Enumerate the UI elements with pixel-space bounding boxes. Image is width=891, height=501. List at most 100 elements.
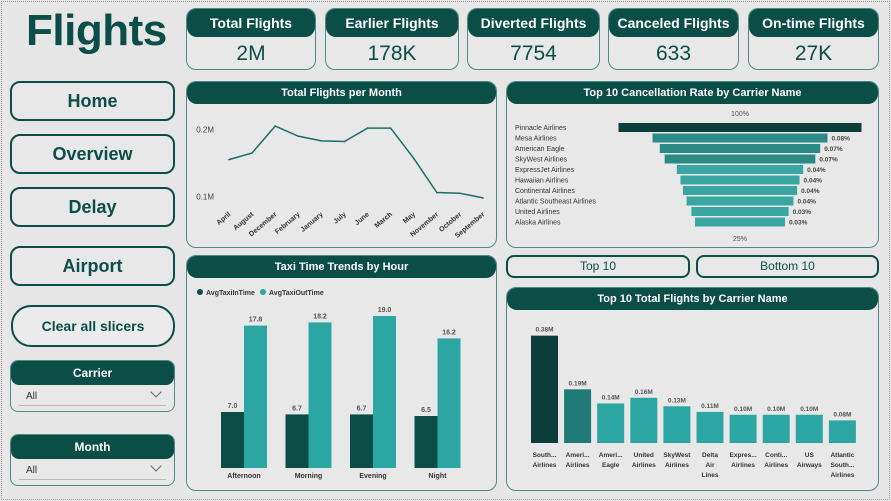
data-label: 0.10M <box>800 406 818 413</box>
kpi-earlier-flights: Earlier Flights 178K <box>325 8 459 70</box>
x-tick-label: May <box>402 211 417 225</box>
chart-title: Total Flights per Month <box>187 82 496 104</box>
data-label: 0.03% <box>793 209 812 216</box>
data-label: 6.5 <box>421 407 431 414</box>
cancellation-rate-panel: 100% Pinnacle Airlines Mesa Airlines 0.08% A… <box>506 81 879 248</box>
nav-overview-button[interactable]: Overview <box>10 134 175 174</box>
legend-label: AvgTaxiOutTime <box>269 290 324 297</box>
legend-marker <box>197 289 203 295</box>
bar <box>244 326 267 468</box>
data-point <box>321 140 323 142</box>
data-label: 0.10M <box>767 406 785 413</box>
bar <box>221 412 244 468</box>
funnel-bar <box>691 207 788 216</box>
x-tick-label: Airlines <box>764 462 788 469</box>
cancellation-rate-chart: 100% Pinnacle Airlines Mesa Airlines 0.08% A… <box>507 82 879 248</box>
x-tick-label: US <box>805 452 815 459</box>
funnel-bottom-label: 25% <box>733 236 747 243</box>
x-tick-label: Eagle <box>602 462 620 469</box>
nav-delay-button[interactable]: Delay <box>10 187 175 227</box>
carrier-slicer-label: Carrier <box>11 361 174 385</box>
chart-title: Top 10 Total Flights by Carrier Name <box>507 288 878 310</box>
data-label: 0.07% <box>819 157 838 164</box>
bottom-10-button[interactable]: Bottom 10 <box>696 255 879 278</box>
funnel-bar <box>680 176 799 185</box>
taxi-time-panel: AvgTaxiInTime AvgTaxiOutTime 7.0 17.8 Aftern… <box>186 255 497 491</box>
carrier-dropdown-value: All <box>26 391 37 402</box>
divider <box>19 479 166 480</box>
x-tick-label: Lines <box>702 472 719 479</box>
kpi-value: 178K <box>326 42 458 66</box>
bar <box>597 403 624 443</box>
nav-airport-button[interactable]: Airport <box>10 246 175 286</box>
x-tick-label: Evening <box>359 473 386 480</box>
x-tick-label: Airlines <box>665 462 689 469</box>
x-tick-label: Atlantic <box>830 452 854 459</box>
data-label: 17.8 <box>249 317 263 324</box>
kpi-total-flights: Total Flights 2M <box>186 8 316 70</box>
x-tick-label: Morning <box>295 473 323 480</box>
bar <box>350 414 373 468</box>
category-label: SkyWest Airlines <box>515 157 567 164</box>
data-label: 18.2 <box>313 313 327 320</box>
data-label: 16.2 <box>442 329 456 336</box>
chart-title: Taxi Time Trends by Hour <box>187 256 496 278</box>
x-tick-label: South... <box>830 462 854 469</box>
nav-home-button[interactable]: Home <box>10 81 175 121</box>
kpi-value: 2M <box>187 42 315 66</box>
funnel-bar <box>619 123 862 132</box>
x-tick-label: Afternoon <box>227 473 260 480</box>
kpi-label: Diverted Flights <box>468 9 599 37</box>
data-point <box>413 158 415 160</box>
kpi-label: Earlier Flights <box>326 9 458 37</box>
x-tick-label: January <box>300 211 325 234</box>
bar <box>438 338 461 468</box>
flights-per-month-chart: 0.2M0.1MApril AugustDecemberFebruaryJanua… <box>187 82 497 248</box>
x-tick-label: Conti... <box>765 452 787 459</box>
x-tick-label: Air <box>705 462 715 469</box>
page-title: Flights <box>26 6 167 56</box>
funnel-bar <box>683 186 797 195</box>
month-slicer-label: Month <box>11 435 174 459</box>
bar <box>415 416 438 468</box>
kpi-value: 633 <box>609 42 738 66</box>
bar <box>663 406 690 443</box>
x-tick-label: South... <box>533 452 557 459</box>
data-label: 19.0 <box>378 307 392 314</box>
flights-per-month-panel: 0.2M 0.1M April August December February Janua… <box>186 81 497 248</box>
bar <box>829 420 856 443</box>
kpi-diverted-flights: Diverted Flights 7754 <box>467 8 600 70</box>
chart-title: Top 10 Cancellation Rate by Carrier Name <box>507 82 878 104</box>
clear-slicers-button[interactable]: Clear all slicers <box>11 305 175 347</box>
data-label: 6.7 <box>292 405 302 412</box>
bar <box>796 415 823 443</box>
carrier-slicer: Carrier All <box>10 360 175 412</box>
month-dropdown-value: All <box>26 465 37 476</box>
data-point <box>297 135 299 137</box>
data-label: 0.04% <box>804 178 823 185</box>
data-label: 0.14M <box>602 394 620 401</box>
data-point <box>274 125 276 127</box>
x-tick-label: Airlines <box>632 462 656 469</box>
category-label: ExpressJet Airlines <box>515 167 575 174</box>
x-tick-label: February <box>274 211 302 236</box>
data-point <box>344 141 346 143</box>
bar <box>630 398 657 443</box>
month-dropdown[interactable]: All <box>11 459 174 476</box>
category-label: Atlantic Southeast Airlines <box>515 199 596 206</box>
funnel-top-label: 100% <box>731 111 749 118</box>
funnel-bar <box>653 134 828 143</box>
bar <box>697 412 724 443</box>
x-tick-label: Ameri... <box>566 452 590 459</box>
funnel-bar <box>660 144 820 153</box>
carrier-dropdown[interactable]: All <box>11 385 174 402</box>
bar <box>531 336 558 443</box>
top-10-button[interactable]: Top 10 <box>506 255 690 278</box>
kpi-label: On-time Flights <box>749 9 878 37</box>
category-label: American Eagle <box>515 146 565 153</box>
legend-label: AvgTaxiInTime <box>206 290 255 297</box>
data-label: 6.7 <box>357 405 367 412</box>
data-point <box>390 127 392 129</box>
kpi-value: 27K <box>749 42 878 66</box>
x-tick-label: Expres... <box>730 452 757 459</box>
